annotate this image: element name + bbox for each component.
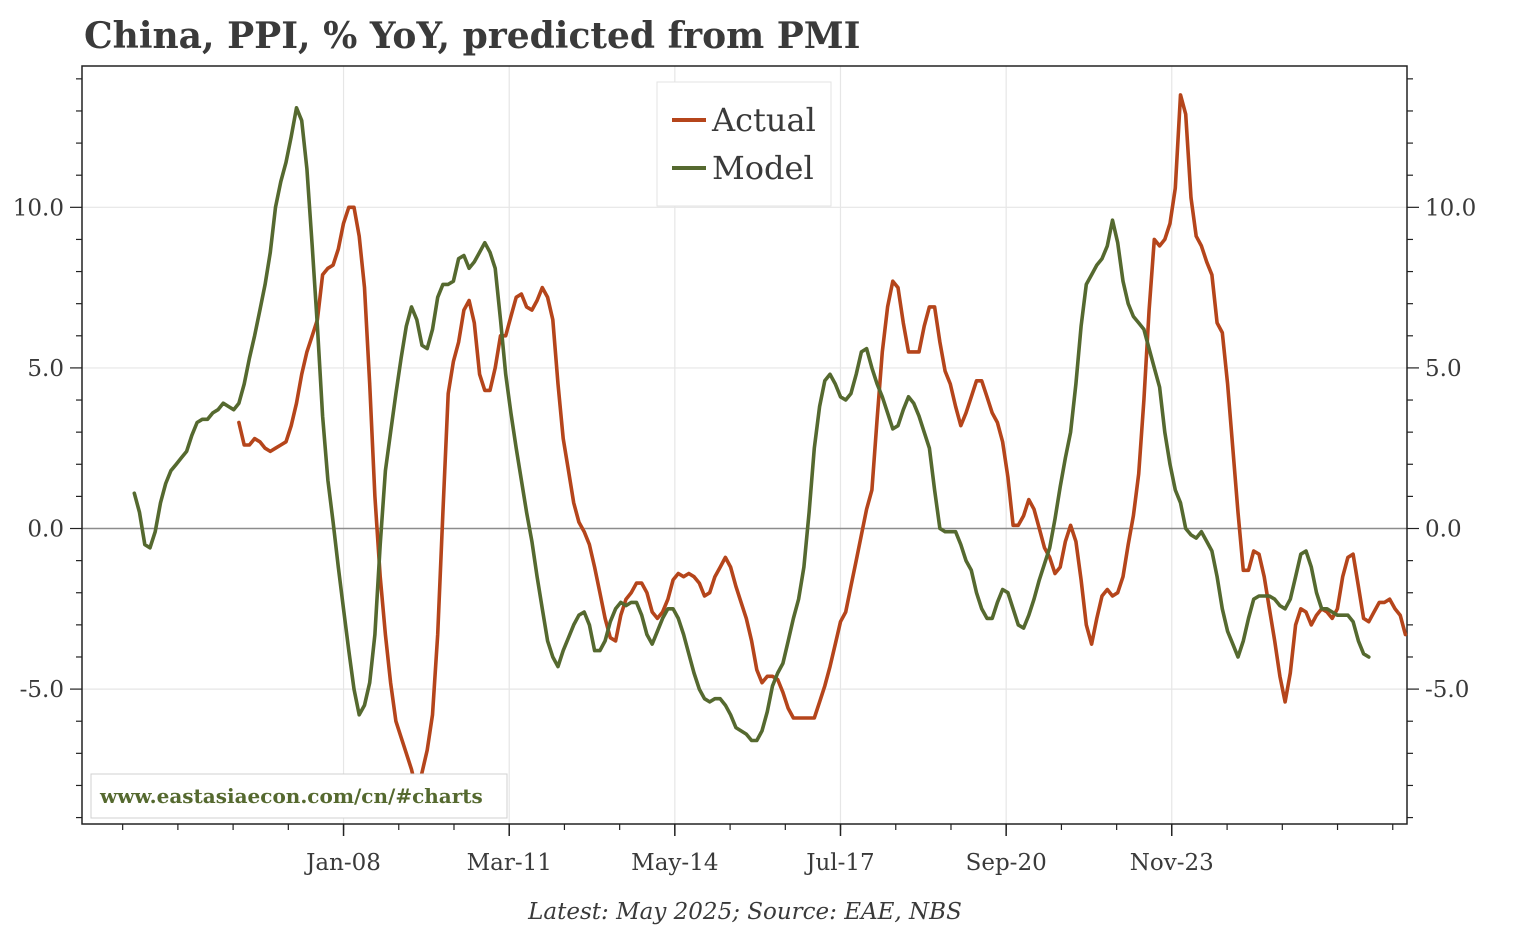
y-tick-label-left-0: 10.0 (13, 195, 64, 221)
watermark: www.eastasiaecon.com/cn/#charts (90, 773, 508, 819)
series-line-actual (237, 93, 1408, 794)
series-line-model (132, 106, 1371, 743)
source-note: Latest: May 2025; Source: EAE, NBS (527, 899, 962, 925)
x-tick-label-5: Nov-23 (1130, 850, 1214, 876)
x-tick-label-3: Jul-17 (804, 850, 874, 876)
legend-label-actual: Actual (711, 101, 816, 139)
x-tick-label-2: May-14 (631, 850, 718, 876)
y-tick-label-left-3: -5.0 (20, 677, 64, 703)
legend-box (656, 81, 832, 207)
series-lines (132, 93, 1408, 794)
x-tick-label-4: Sep-20 (966, 850, 1047, 876)
y-tick-label-right-0: 10.0 (1425, 195, 1476, 221)
y-tick-label-right-3: -5.0 (1425, 677, 1469, 703)
legend-label-model: Model (712, 149, 814, 187)
x-tick-label-1: Mar-11 (467, 850, 552, 876)
y-axis-right-labels: 10.0 5.0 0.0 -5.0 (1425, 195, 1476, 703)
watermark-box (90, 773, 508, 819)
watermark-link[interactable]: www.eastasiaecon.com/cn/#charts (99, 784, 483, 808)
y-tick-label-right-2: 0.0 (1425, 517, 1462, 543)
y-tick-label-left-1: 5.0 (27, 356, 64, 382)
y-axis-left-labels: 10.0 5.0 0.0 -5.0 (13, 195, 64, 703)
y-tick-label-right-1: 5.0 (1425, 356, 1462, 382)
y-tick-label-left-2: 0.0 (27, 517, 64, 543)
x-tick-label-0: Jan-08 (304, 850, 381, 876)
plot-frame (81, 65, 1408, 825)
chart-title: China, PPI, % YoY, predicted from PMI (84, 15, 860, 57)
legend: Actual Model (656, 81, 832, 207)
axis-ticks (70, 78, 1419, 836)
x-axis-labels: Jan-08 Mar-11 May-14 Jul-17 Sep-20 Nov-23 (304, 850, 1214, 876)
